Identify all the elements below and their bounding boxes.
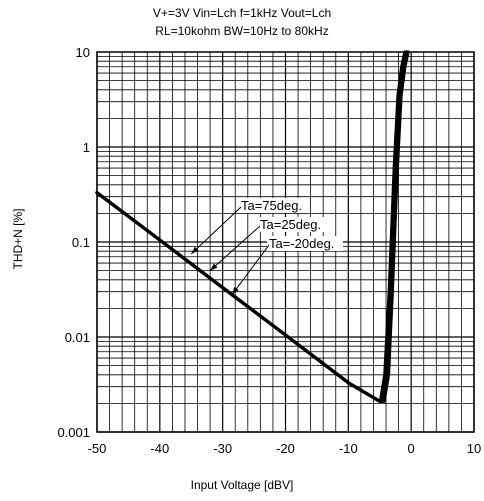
chart-title-line-1: V+=3V Vin=Lch f=1kHz Vout=Lch — [152, 6, 332, 20]
plot-frame — [96, 51, 475, 433]
x-tick-label: -40 — [150, 441, 169, 456]
annotation-label-bg — [239, 198, 308, 213]
series-line-2 — [95, 50, 407, 403]
annotation-label-bg — [258, 217, 327, 232]
chart-title-line-2: RL=10kohm BW=10Hz to 80kHz — [155, 24, 329, 38]
x-axis-label: Input Voltage [dBV] — [190, 478, 294, 492]
y-tick-label: 0.01 — [65, 330, 90, 345]
annotation-arrow-line — [190, 206, 242, 255]
annotation-label: Ta=25deg. — [260, 217, 321, 232]
annotation-arrow-line — [231, 244, 270, 295]
y-tick-label: 0.001 — [57, 425, 90, 440]
x-tick-label: -20 — [276, 441, 295, 456]
y-tick-label: 1 — [83, 140, 90, 155]
x-tick-label: 0 — [408, 441, 415, 456]
annotation-label-bg — [267, 236, 343, 251]
annotation-arrow-line — [209, 225, 261, 271]
annotation-label: Ta=-20deg. — [269, 236, 334, 251]
x-tick-label: -10 — [339, 441, 358, 456]
x-tick-label: -30 — [213, 441, 232, 456]
y-axis-label: THD+N [%] — [11, 208, 25, 270]
x-tick-label: -50 — [88, 441, 107, 456]
x-tick-label: 10 — [467, 441, 481, 456]
y-tick-label: 0.1 — [72, 235, 90, 250]
y-tick-label: 10 — [76, 45, 90, 60]
annotation-arrowhead — [232, 286, 239, 295]
annotation-label: Ta=75deg. — [241, 198, 302, 213]
annotation-arrowhead — [210, 263, 218, 271]
annotation-arrowhead — [191, 246, 199, 254]
